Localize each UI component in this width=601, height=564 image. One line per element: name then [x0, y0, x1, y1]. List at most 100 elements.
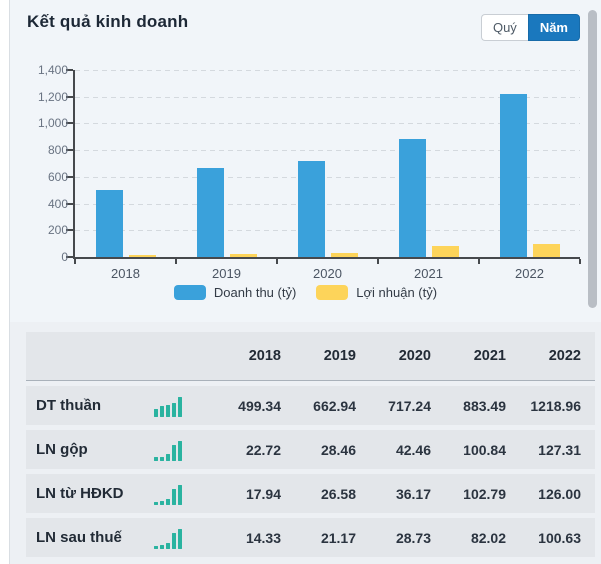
y-axis-label: 600 — [47, 169, 68, 184]
cell-value: 100.63 — [538, 529, 581, 546]
cell-value: 126.00 — [538, 485, 581, 502]
gridline — [75, 70, 580, 71]
bar-loi-nhuan-2018[interactable] — [128, 255, 156, 257]
table-header-cell: 2021 — [473, 348, 506, 364]
gridline — [75, 150, 580, 152]
bar-doanh-thu-2022[interactable] — [499, 94, 527, 257]
cell-value: 28.46 — [320, 441, 356, 458]
legend-item[interactable]: Lợi nhuận (tỷ) — [316, 285, 437, 300]
revenue-profit-bar-chart: 0 200 400 600 800 1,000 1,200 1,400 2018 2019 2020… — [10, 0, 601, 284]
bar-loi-nhuan-2020[interactable] — [330, 253, 358, 257]
bar-doanh-thu-2021[interactable] — [398, 139, 426, 257]
legend-swatch-icon — [316, 285, 349, 300]
legend-item[interactable]: Doanh thu (tỷ) — [173, 285, 297, 300]
gridline — [75, 123, 580, 125]
row-label: LN sau thuế — [36, 529, 122, 546]
x-axis-line — [73, 257, 580, 259]
x-axis-label: 2020 — [313, 266, 342, 281]
cell-value: 499.34 — [238, 397, 281, 414]
bar-loi-nhuan-2022[interactable] — [532, 244, 560, 257]
table-row: DT thuần 499.34 662.94 717.24 883.49 1218.96 — [26, 386, 595, 425]
bar-loi-nhuan-2019[interactable] — [229, 254, 257, 257]
table-row: LN từ HĐKD 17.94 26.58 36.17 102.79 126.00 — [26, 474, 595, 513]
cell-value: 17.94 — [245, 485, 281, 502]
x-axis-tick — [478, 259, 480, 264]
y-axis-line — [73, 70, 75, 259]
table-header-cell: 2019 — [323, 348, 356, 364]
gridline — [75, 176, 580, 178]
cell-value: 82.02 — [470, 529, 506, 546]
cell-value: 717.24 — [388, 397, 431, 414]
page-title: Kết quả kinh doanh — [27, 12, 189, 31]
period-toggle-group: Quý Năm — [480, 14, 580, 41]
cell-value: 100.84 — [463, 441, 506, 458]
cell-value: 22.72 — [245, 441, 281, 458]
scrollbar-thumb[interactable] — [588, 10, 597, 308]
legend-swatch-icon — [173, 285, 206, 300]
y-axis-label: 0 — [61, 250, 68, 264]
bar-doanh-thu-2018[interactable] — [95, 190, 123, 257]
y-axis-tick — [66, 95, 73, 98]
y-axis-tick — [66, 256, 73, 258]
y-axis-label: 800 — [47, 143, 68, 158]
bar-doanh-thu-2020[interactable] — [297, 161, 325, 257]
chart-legend: Doanh thu (tỷ) Lợi nhuận (tỷ) — [10, 285, 601, 300]
mini-bar-chart-icon — [154, 395, 206, 417]
row-label: DT thuần — [36, 397, 101, 414]
x-axis-tick — [276, 259, 278, 264]
cell-value: 21.17 — [320, 529, 356, 546]
y-axis-tick — [66, 202, 73, 205]
y-axis-tick — [66, 149, 73, 152]
cell-value: 36.17 — [395, 485, 431, 502]
results-card: Kết quả kinh doanh Quý Năm 0 200 400 600 800… — [10, 0, 601, 564]
card-header: Kết quả kinh doanh Quý Năm — [10, 0, 601, 56]
y-axis-label: 400 — [47, 196, 68, 211]
cell-value: 28.73 — [395, 529, 431, 546]
x-axis-tick — [175, 259, 177, 264]
cell-value: 1218.96 — [530, 397, 581, 414]
quarter-button[interactable]: Quý — [480, 14, 528, 41]
gridline — [75, 96, 580, 98]
gridline — [75, 203, 580, 205]
legend-label: Lợi nhuận (tỷ) — [356, 285, 438, 300]
cell-value: 26.58 — [320, 485, 356, 502]
bar-loi-nhuan-2021[interactable] — [431, 246, 459, 257]
mini-bar-chart-icon — [154, 483, 206, 505]
cell-value: 662.94 — [313, 397, 356, 414]
y-axis-label: 1,400 — [37, 63, 68, 77]
gridline — [75, 230, 580, 232]
y-axis-tick — [66, 69, 73, 71]
table-header-cell: 2020 — [398, 348, 431, 364]
x-axis-label: 2022 — [515, 266, 544, 281]
y-axis-label: 1,000 — [37, 116, 68, 131]
year-button[interactable]: Năm — [527, 14, 580, 41]
table-row: LN gộp 22.72 28.46 42.46 100.84 127.31 — [26, 430, 595, 469]
x-axis-tick — [377, 259, 379, 264]
cell-value: 102.79 — [463, 485, 506, 502]
cell-value: 127.31 — [538, 441, 581, 458]
table-row: LN sau thuế 14.33 21.17 28.73 82.02 100.63 — [26, 518, 595, 557]
bar-doanh-thu-2019[interactable] — [196, 168, 224, 257]
row-label: LN gộp — [36, 441, 88, 458]
x-axis-label: 2021 — [414, 266, 443, 281]
legend-label: Doanh thu (tỷ) — [213, 285, 297, 300]
table-header-cell: 2022 — [548, 348, 581, 364]
x-axis-tick — [74, 259, 76, 264]
x-axis-tick — [579, 259, 581, 264]
x-axis-label: 2018 — [111, 266, 140, 281]
y-axis-label: 1,200 — [37, 89, 68, 104]
page-left-margin — [0, 0, 10, 564]
x-axis-label: 2019 — [212, 266, 241, 281]
row-label: LN từ HĐKD — [36, 485, 124, 502]
y-axis-tick — [66, 229, 73, 232]
table-header-row: 2018 2019 2020 2021 2022 — [26, 332, 595, 381]
y-axis-label: 200 — [47, 223, 68, 238]
table-body: DT thuần 499.34 662.94 717.24 883.49 1218.96 L… — [26, 386, 595, 557]
cell-value: 883.49 — [463, 397, 506, 414]
y-axis-tick — [66, 175, 73, 178]
mini-bar-chart-icon — [154, 439, 206, 461]
cell-value: 42.46 — [395, 441, 431, 458]
mini-bar-chart-icon — [154, 527, 206, 549]
y-axis-tick — [66, 122, 73, 125]
